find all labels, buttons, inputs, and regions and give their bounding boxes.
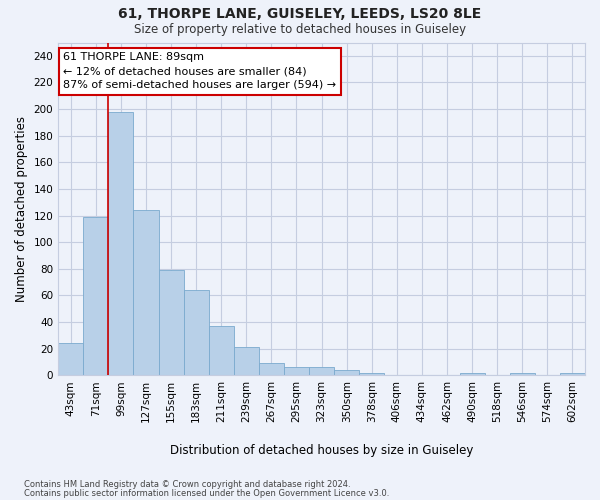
Bar xyxy=(58,344,83,376)
Y-axis label: Number of detached properties: Number of detached properties xyxy=(15,116,28,302)
Bar xyxy=(309,368,334,376)
Bar xyxy=(259,364,284,376)
Bar xyxy=(359,372,385,376)
Text: 61 THORPE LANE: 89sqm
← 12% of detached houses are smaller (84)
87% of semi-deta: 61 THORPE LANE: 89sqm ← 12% of detached … xyxy=(64,52,337,90)
Bar xyxy=(184,290,209,376)
Bar xyxy=(109,112,133,376)
Bar xyxy=(560,372,585,376)
Bar xyxy=(83,217,109,376)
Bar xyxy=(284,368,309,376)
Bar xyxy=(133,210,158,376)
Bar xyxy=(158,270,184,376)
Text: Contains HM Land Registry data © Crown copyright and database right 2024.: Contains HM Land Registry data © Crown c… xyxy=(24,480,350,489)
Bar xyxy=(460,372,485,376)
X-axis label: Distribution of detached houses by size in Guiseley: Distribution of detached houses by size … xyxy=(170,444,473,458)
Text: Size of property relative to detached houses in Guiseley: Size of property relative to detached ho… xyxy=(134,22,466,36)
Text: Contains public sector information licensed under the Open Government Licence v3: Contains public sector information licen… xyxy=(24,489,389,498)
Bar xyxy=(334,370,359,376)
Bar xyxy=(209,326,234,376)
Bar xyxy=(510,372,535,376)
Text: 61, THORPE LANE, GUISELEY, LEEDS, LS20 8LE: 61, THORPE LANE, GUISELEY, LEEDS, LS20 8… xyxy=(118,8,482,22)
Bar xyxy=(234,348,259,376)
